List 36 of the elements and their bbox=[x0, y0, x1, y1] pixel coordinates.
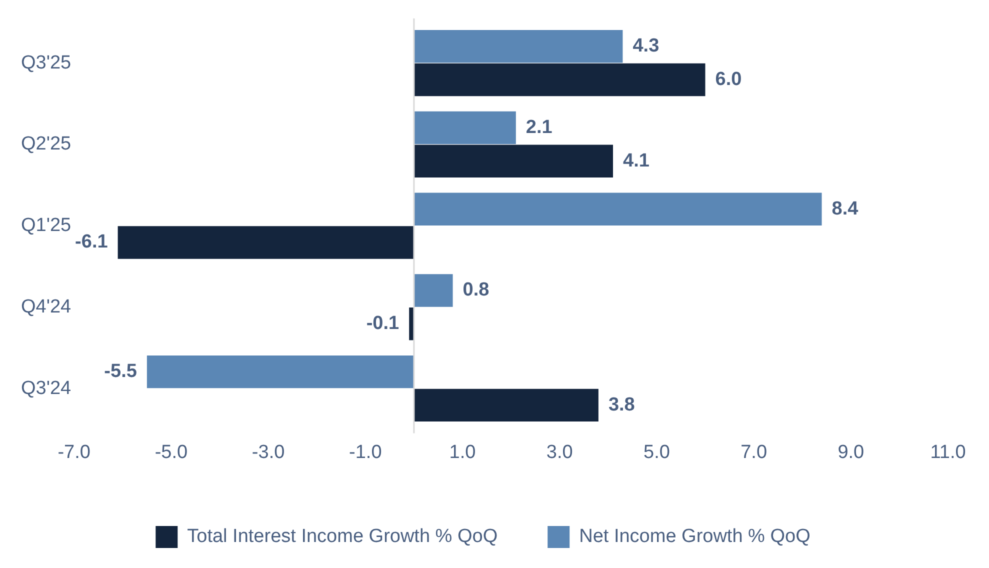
data-label: 4.1 bbox=[623, 150, 650, 172]
bar bbox=[414, 63, 706, 96]
legend-label: Total Interest Income Growth % QoQ bbox=[187, 526, 498, 548]
x-tick-label: 3.0 bbox=[546, 442, 573, 463]
x-tick-label: -7.0 bbox=[58, 442, 90, 463]
x-tick-label: -1.0 bbox=[349, 442, 382, 463]
x-tick-label: -3.0 bbox=[252, 442, 285, 463]
x-tick-label: 7.0 bbox=[740, 442, 768, 463]
y-tick-label: Q1'25 bbox=[21, 215, 72, 236]
data-label: 3.8 bbox=[608, 394, 635, 416]
data-label: -0.1 bbox=[366, 313, 400, 334]
bar bbox=[414, 274, 453, 307]
y-tick-label: Q3'24 bbox=[21, 378, 72, 399]
bar bbox=[146, 355, 414, 388]
bar bbox=[414, 30, 623, 63]
y-tick-label: Q3'25 bbox=[21, 52, 72, 74]
x-tick-label: -5.0 bbox=[154, 442, 188, 463]
data-label: 2.1 bbox=[526, 116, 553, 138]
data-label: 8.4 bbox=[832, 198, 859, 220]
bar bbox=[414, 388, 598, 422]
bar bbox=[414, 192, 822, 226]
bar bbox=[118, 226, 414, 259]
x-tick-label: 5.0 bbox=[643, 442, 670, 463]
legend-label: Net Income Growth % QoQ bbox=[579, 526, 810, 548]
x-tick-label: 9.0 bbox=[838, 442, 864, 463]
x-tick-label: 11.0 bbox=[930, 442, 966, 463]
y-tick-label: Q2'25 bbox=[21, 134, 72, 155]
bar bbox=[414, 144, 614, 178]
y-tick-label: Q4'24 bbox=[21, 296, 72, 318]
data-label: 0.8 bbox=[462, 280, 490, 301]
x-tick-label: 1.0 bbox=[449, 442, 476, 463]
data-label: 4.3 bbox=[632, 36, 660, 57]
data-label: 6.0 bbox=[715, 68, 742, 90]
data-label: -6.1 bbox=[75, 232, 108, 253]
bar bbox=[414, 111, 516, 144]
data-label: -5.5 bbox=[104, 361, 138, 382]
